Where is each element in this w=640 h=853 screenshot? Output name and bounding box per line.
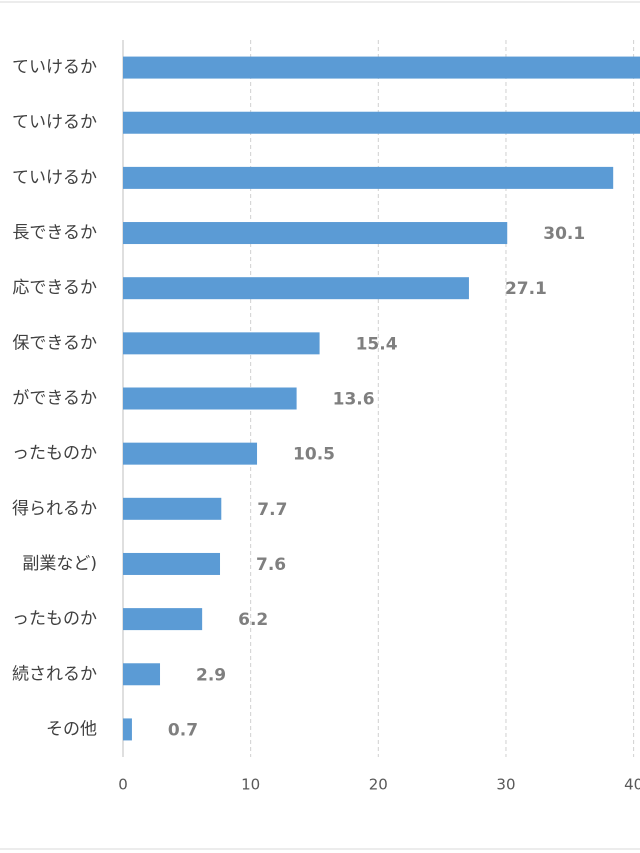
bar (123, 718, 132, 741)
bar (123, 332, 320, 355)
y-tick-label: 副業など) (22, 554, 97, 574)
bar (123, 497, 222, 520)
value-label: 13.6 (333, 390, 375, 410)
y-tick-label: ていけるか (12, 113, 97, 133)
y-tick-label: ったものか (12, 609, 97, 629)
x-tick-label: 30 (496, 776, 515, 794)
value-label: 7.7 (257, 500, 287, 520)
y-tick-label: 応できるか (12, 278, 97, 298)
bar (123, 277, 469, 300)
bar (123, 222, 508, 245)
value-label: 10.5 (293, 445, 335, 465)
x-tick-label: 0 (118, 776, 128, 794)
bar (123, 663, 161, 686)
y-tick-label: 長できるか (12, 223, 97, 243)
y-tick-label: ができるか (12, 389, 97, 409)
value-label: 7.6 (256, 555, 286, 575)
y-tick-label: その他 (46, 719, 97, 739)
bar (123, 442, 258, 465)
y-tick-label: 得られるか (12, 499, 97, 519)
x-tick-label: 10 (241, 776, 260, 794)
x-tick-label: 40 (624, 776, 640, 794)
value-label: 15.4 (356, 334, 398, 354)
y-tick-label: 続されるか (12, 664, 97, 684)
value-label: 2.9 (196, 665, 226, 685)
bar (123, 111, 640, 134)
bar (123, 552, 221, 575)
bar (123, 608, 203, 631)
bar (123, 166, 614, 189)
bar (123, 387, 297, 410)
value-label: 27.1 (505, 279, 547, 299)
value-label: 30.1 (543, 224, 585, 244)
y-tick-label: ていけるか (12, 168, 97, 188)
value-label: 6.2 (238, 610, 268, 630)
y-tick-label: ったものか (12, 444, 97, 464)
x-tick-label: 20 (369, 776, 388, 794)
y-tick-label: 保できるか (12, 333, 97, 353)
y-tick-label: ていけるか (12, 58, 97, 78)
value-label: 0.7 (168, 720, 198, 740)
bar (123, 56, 640, 79)
